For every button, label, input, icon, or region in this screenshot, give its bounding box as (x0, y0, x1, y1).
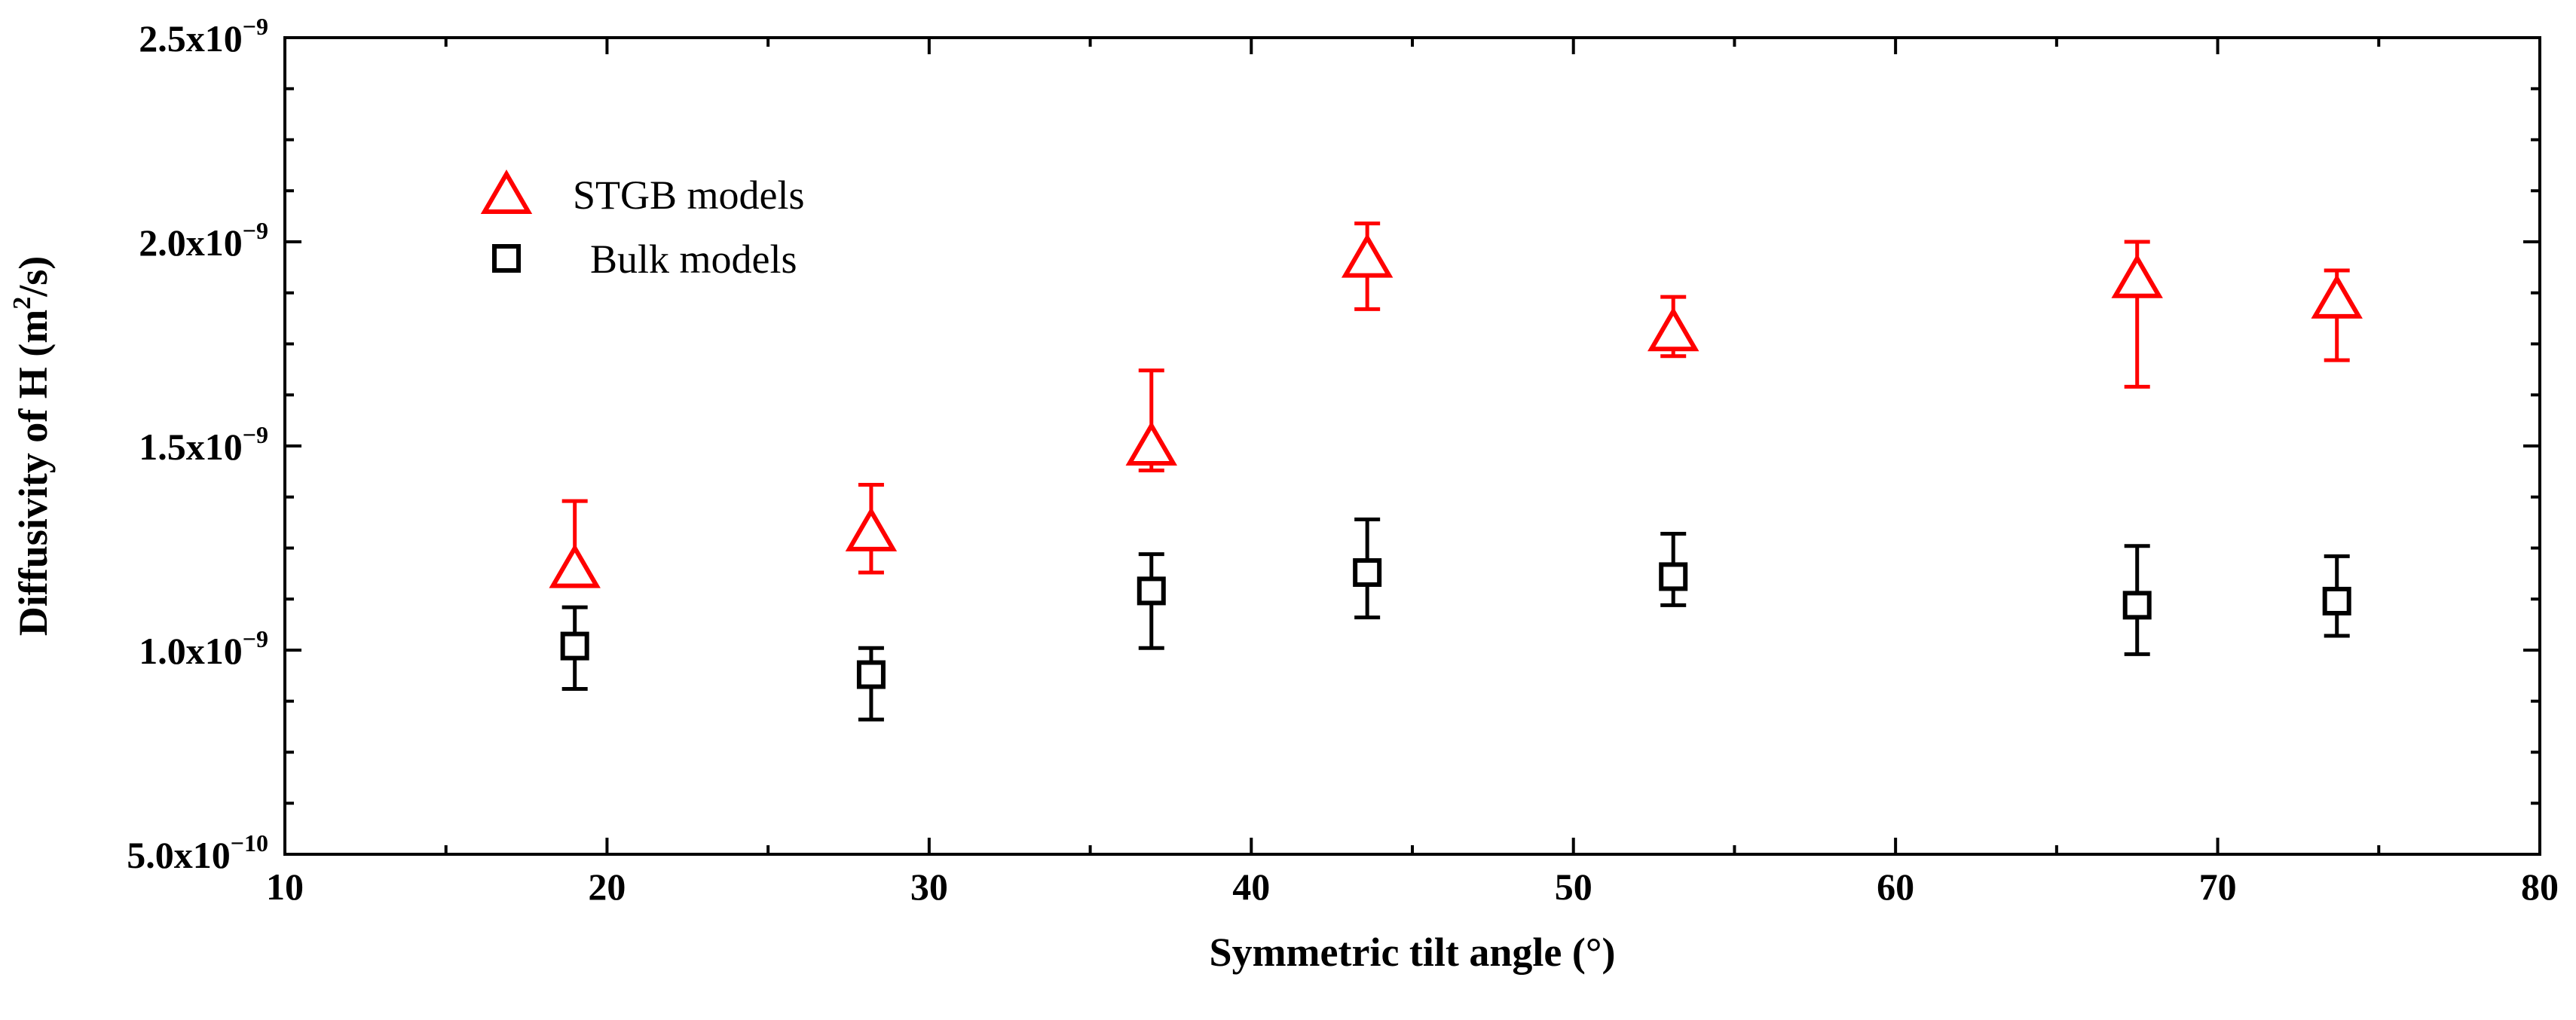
x-tick-label: 70 (2199, 866, 2237, 908)
y-tick-mantissa: 2.0x10 (139, 221, 243, 264)
data-series (549, 221, 2363, 722)
series-stgb-models (549, 221, 2363, 588)
data-point-triangle (1647, 307, 1699, 352)
x-axis-ticks: 10 20 30 40 50 60 70 80 (266, 38, 2559, 908)
x-tick-label: 30 (910, 866, 948, 908)
data-point-triangle (845, 506, 898, 551)
data-point-triangle (549, 543, 601, 588)
data-point-square (856, 660, 886, 689)
x-tick-label: 80 (2521, 866, 2559, 908)
series-bulk-models (560, 518, 2351, 722)
x-tick-label: 50 (1555, 866, 1592, 908)
legend-marker-triangle (480, 169, 533, 214)
y-axis-title-prefix: Diffusivity of H (m (11, 310, 56, 636)
y-tick-mantissa: 1.0x10 (139, 630, 243, 672)
y-tick-label: 1.5x10−9 (139, 421, 268, 468)
x-tick-label: 10 (266, 866, 304, 908)
y-tick-exponent: −9 (243, 13, 268, 40)
y-tick-label: 1.0x10−9 (139, 625, 268, 672)
data-point-square (2122, 591, 2152, 620)
y-tick-label: 5.0x10−10 (127, 829, 268, 876)
y-axis-title-suffix: /s) (11, 256, 56, 298)
y-tick-exponent: −10 (231, 829, 268, 857)
y-tick-label: 2.5x10−9 (139, 13, 268, 60)
y-tick-mantissa: 1.5x10 (139, 426, 243, 468)
data-point-square (2322, 586, 2351, 615)
legend-label: Bulk models (590, 237, 797, 282)
y-axis-title: Diffusivity of H (m2/s) (8, 256, 56, 636)
data-point-triangle (2311, 273, 2363, 319)
legend: STGB models Bulk models (480, 169, 805, 282)
y-tick-mantissa: 2.5x10 (139, 17, 243, 60)
data-point-triangle (2111, 253, 2163, 298)
legend-marker-square (492, 244, 521, 273)
x-tick-label: 60 (1877, 866, 1914, 908)
y-tick-exponent: −9 (243, 625, 268, 652)
y-tick-label: 2.0x10−9 (139, 217, 268, 264)
y-tick-exponent: −9 (243, 217, 268, 244)
x-tick-label: 40 (1232, 866, 1270, 908)
data-point-square (1353, 558, 1382, 588)
data-point-triangle (1125, 421, 1177, 466)
data-point-square (1659, 562, 1688, 591)
x-axis-title: Symmetric tilt angle (°) (1210, 930, 1616, 975)
data-point-triangle (1341, 233, 1394, 278)
data-point-square (560, 631, 589, 661)
plot-frame (283, 36, 2541, 856)
y-tick-exponent: −9 (243, 421, 268, 448)
data-point-square (1137, 576, 1166, 606)
x-tick-label: 20 (588, 866, 626, 908)
y-axis-ticks: 5.0x10−101.0x10−91.5x10−92.0x10−92.5x10−… (127, 13, 2540, 876)
y-tick-mantissa: 5.0x10 (127, 834, 231, 876)
y-axis-title-sup: 2 (8, 297, 36, 310)
legend-label: STGB models (573, 173, 805, 218)
